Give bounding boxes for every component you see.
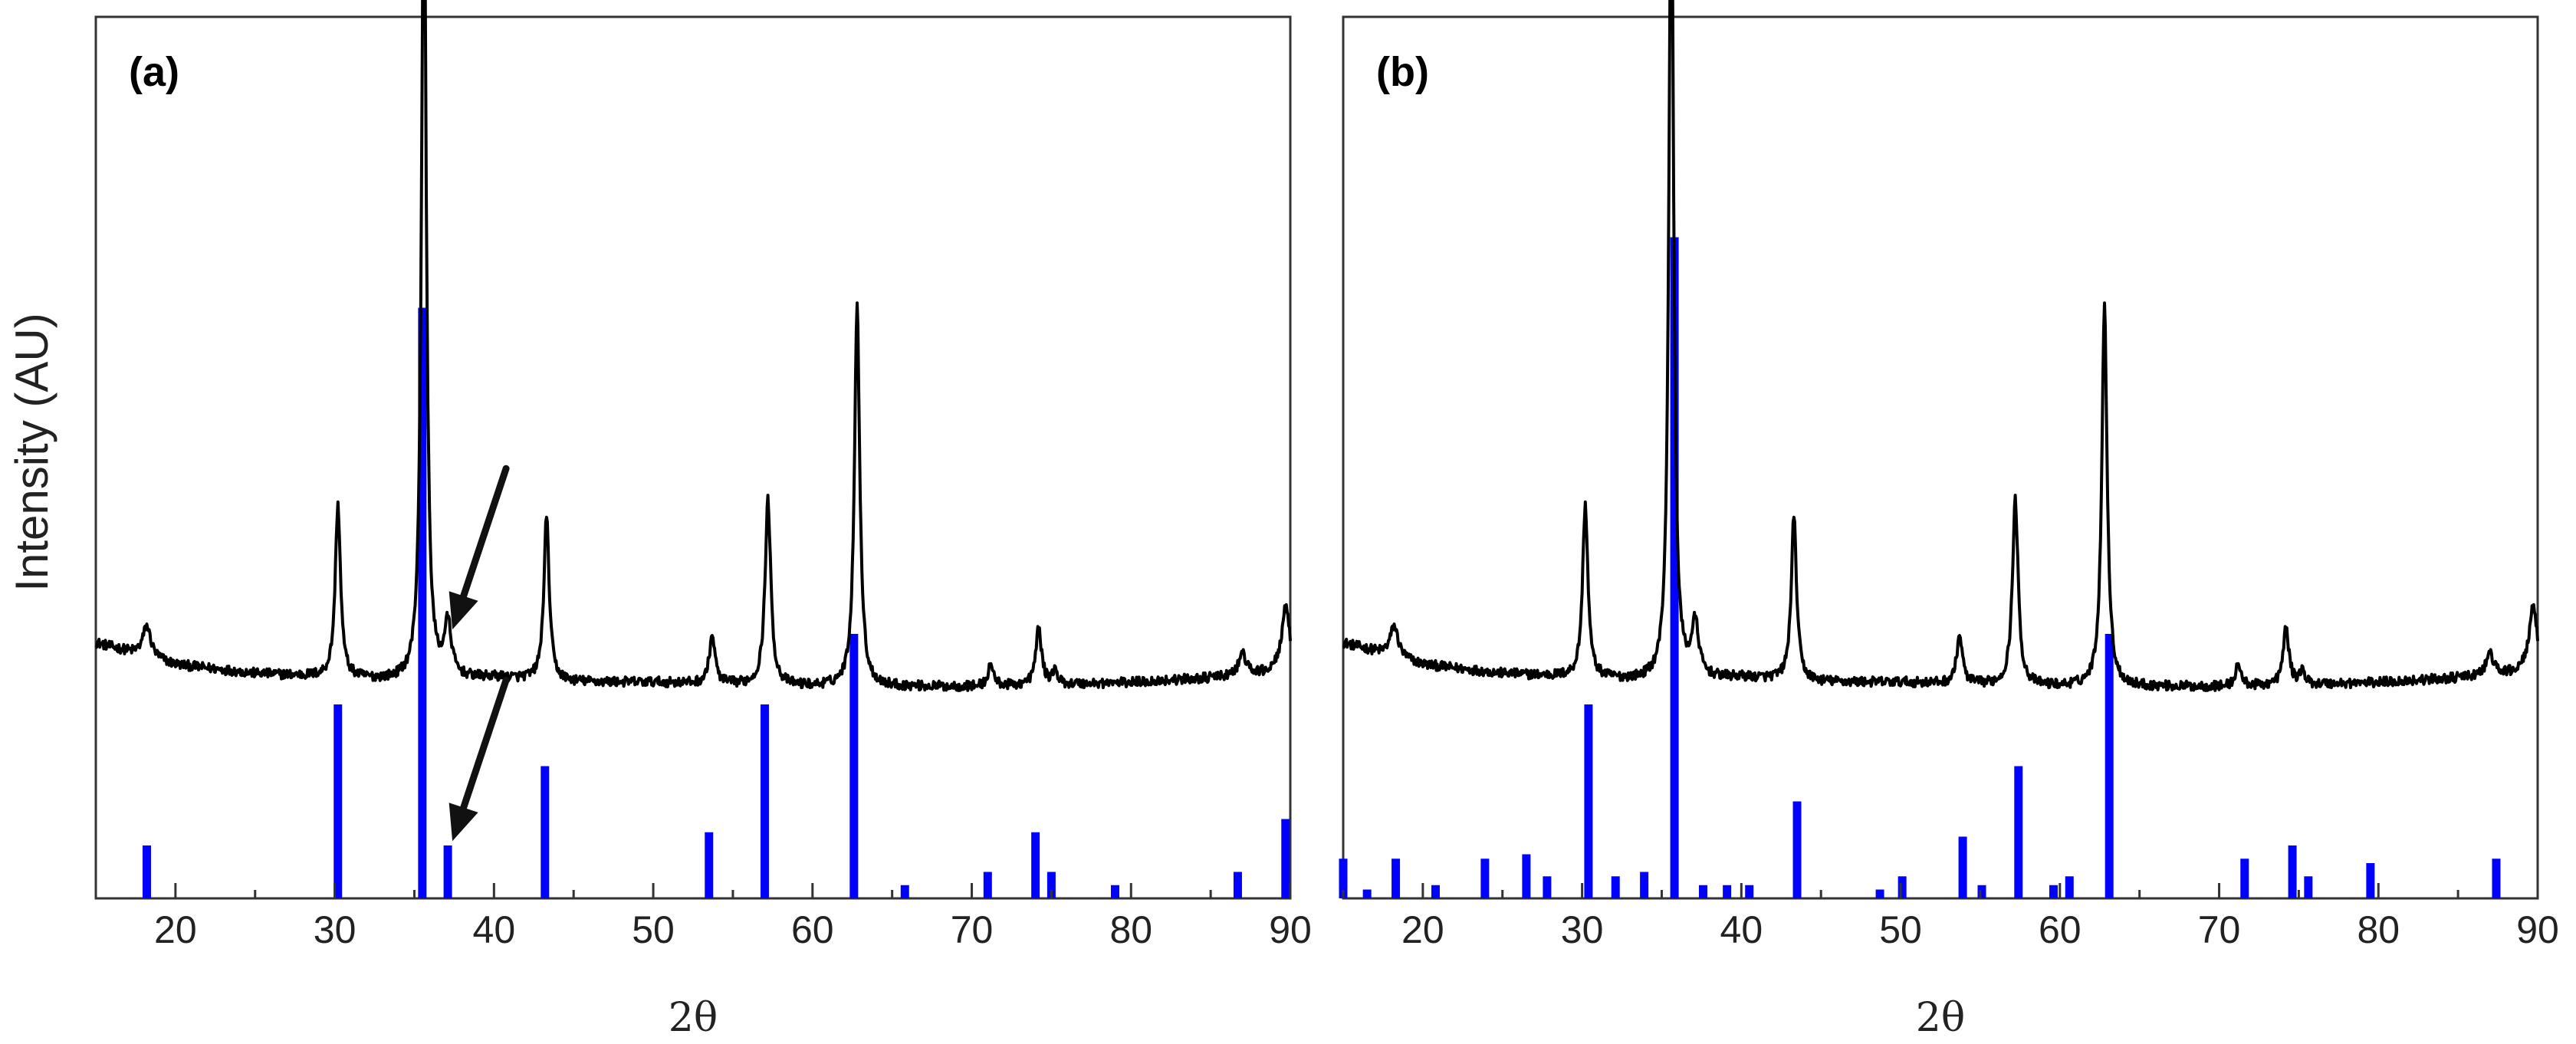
annotation-arrow-1 [449,465,510,630]
x-tick-label-70: 70 [2198,908,2241,951]
y-axis-label: Intensity (AU) [6,313,58,591]
panel-a-xrd-chart: 20 30 40 50 60 70 80 90 (a) 2θ [94,0,1312,1041]
x-tick-label-20: 20 [154,908,197,951]
x-tick-label-50: 50 [632,908,675,951]
arrow-head [449,591,478,630]
panel-b-label: (b) [1376,49,1429,95]
x-tick-label-40: 40 [1720,908,1763,951]
panel-a-xrd-pattern-line [95,0,1292,692]
x-tick-label-90: 90 [2516,908,2559,951]
x-tick-label-80: 80 [1109,908,1152,951]
panel-a-plot-frame [94,15,1292,900]
x-tick-label-40: 40 [473,908,516,951]
panel-b-plot-frame [1342,15,2539,900]
x-tick-label-70: 70 [951,908,994,951]
panel-a-reference-lines [142,307,1290,898]
panel-a-x-axis-label: 2θ [669,995,718,1041]
panel-a-label: (a) [129,49,179,95]
x-tick-label-50: 50 [1879,908,1922,951]
x-tick-label-30: 30 [314,908,356,951]
panel-b-x-axis-label: 2θ [1916,995,1965,1041]
arrow-shaft [460,465,510,600]
panel-a-annotations [449,465,510,842]
x-tick-label-30: 30 [1561,908,1604,951]
panel-b-x-axis: 20 30 40 50 60 70 80 90 [1342,883,2559,951]
x-tick-label-60: 60 [2039,908,2082,951]
panel-b-xrd-chart: 20 30 40 50 60 70 80 90 (b) 2θ [1339,0,2559,1041]
arrow-shaft [460,676,510,812]
x-tick-label-60: 60 [791,908,834,951]
x-tick-label-20: 20 [1401,908,1444,951]
x-tick-label-80: 80 [2357,908,2400,951]
panel-a-x-axis: 20 30 40 50 60 70 80 90 [94,883,1312,951]
annotation-arrow-2 [449,676,510,842]
x-tick-label-90: 90 [1269,908,1312,951]
arrow-head [449,803,478,842]
panel-b-xrd-pattern-line [1342,0,2539,692]
